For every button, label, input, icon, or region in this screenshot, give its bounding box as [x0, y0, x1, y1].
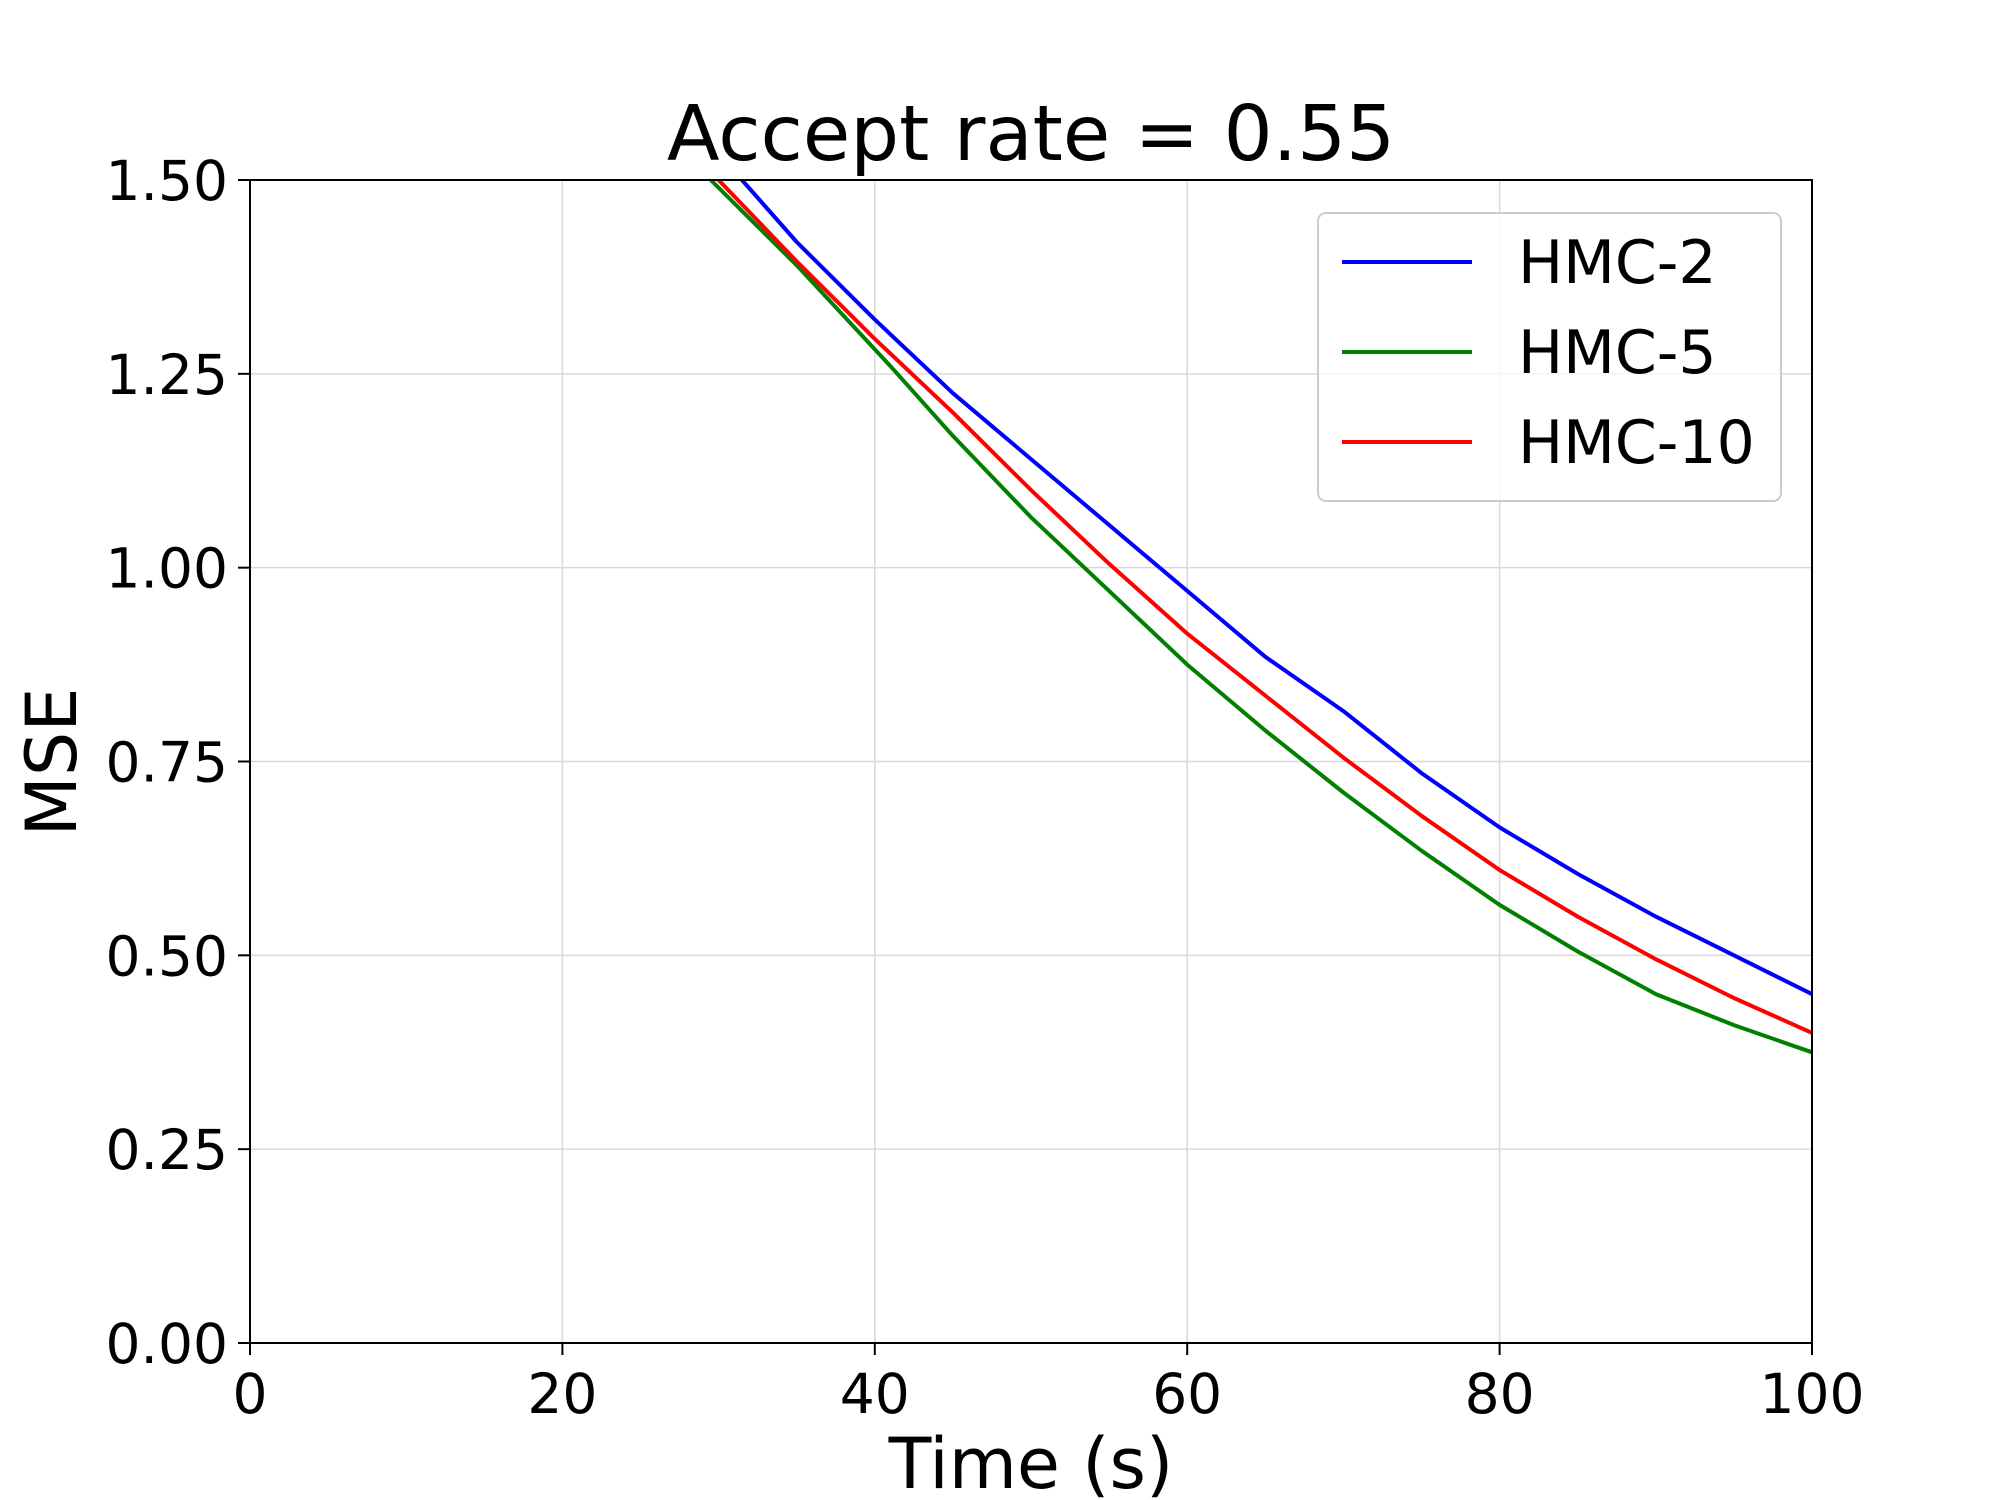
chart-title: Accept rate = 0.55 [667, 90, 1395, 179]
x-tick-label: 0 [233, 1362, 268, 1426]
y-tick-label: 0.25 [106, 1118, 228, 1182]
y-tick-label: 0.75 [106, 731, 228, 795]
legend-label-hmc-5: HMC-5 [1518, 318, 1717, 388]
y-tick-label: 1.00 [106, 537, 228, 601]
y-tick-label: 1.50 [106, 149, 228, 213]
series-line-hmc-2 [740, 180, 1812, 997]
series-line-hmc-10 [716, 180, 1812, 1035]
series-lines [708, 180, 1812, 1055]
x-tick-label: 80 [1465, 1362, 1535, 1426]
legend-label-hmc-2: HMC-2 [1518, 228, 1717, 298]
grid-lines [249, 179, 1813, 1344]
x-axis-label: Time (s) [888, 1423, 1174, 1500]
x-tick-label: 40 [840, 1362, 910, 1426]
x-tick-label: 60 [1152, 1362, 1222, 1426]
legend-box [1317, 212, 1782, 502]
y-tick-label: 0.50 [106, 924, 228, 988]
x-tick-label: 20 [527, 1362, 597, 1426]
y-tick-label: 0.00 [106, 1312, 228, 1376]
y-tick-label: 1.25 [106, 343, 228, 407]
series-line-hmc-5 [708, 180, 1812, 1055]
y-axis-label: MSE [11, 687, 93, 836]
x-tick-label: 100 [1760, 1362, 1865, 1426]
legend: HMC-2 HMC-5 HMC-10 [1317, 212, 1782, 502]
legend-label-hmc-10: HMC-10 [1518, 408, 1755, 478]
axis-ticks: 0 20 40 60 80 100 0.00 0.25 0.50 0.75 1.00 1.25 1.50 [106, 149, 1865, 1426]
